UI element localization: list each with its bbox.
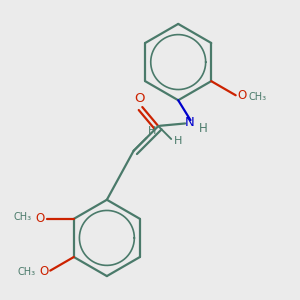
Text: H: H <box>148 126 157 136</box>
Text: H: H <box>174 136 182 146</box>
Text: O: O <box>39 265 49 278</box>
Text: CH₃: CH₃ <box>17 267 35 277</box>
Text: O: O <box>237 89 247 102</box>
Text: CH₃: CH₃ <box>248 92 266 102</box>
Text: H: H <box>199 122 208 135</box>
Text: N: N <box>185 116 195 129</box>
Text: O: O <box>36 212 45 225</box>
Text: O: O <box>134 92 145 105</box>
Text: CH₃: CH₃ <box>14 212 32 222</box>
